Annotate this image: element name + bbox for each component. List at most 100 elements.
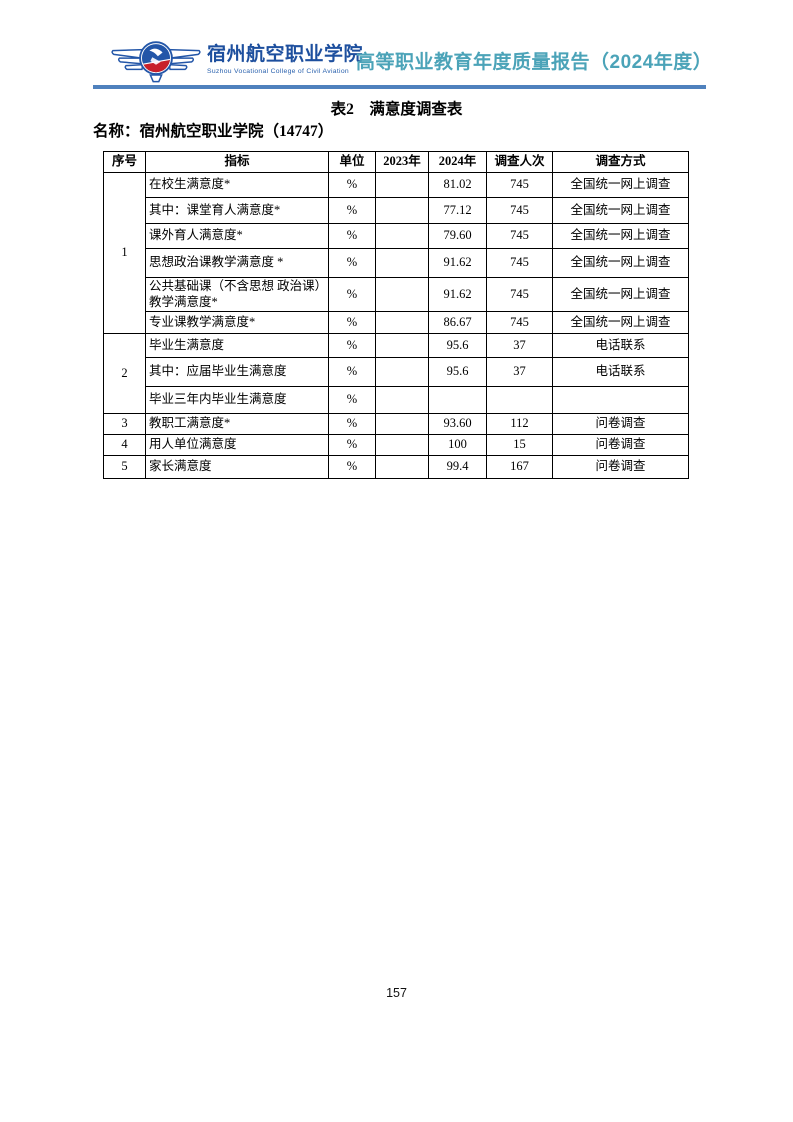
method-cell: 问卷调查 [552,455,689,479]
indicator-cell: 用人单位满意度 [145,434,329,456]
column-header: 单位 [328,151,376,173]
table-header-row: 序号 指标 单位 2023年 2024年 调查人次 调查方式 [103,151,689,173]
y2024-cell: 99.4 [428,455,487,479]
indicator-cell: 毕业三年内毕业生满意度 [145,386,329,414]
seq-cell: 3 [103,413,146,435]
y2024-cell: 77.12 [428,197,487,224]
count-cell: 15 [486,434,553,456]
method-cell: 全国统一网上调查 [552,277,689,312]
method-cell: 全国统一网上调查 [552,248,689,278]
header-brand: 宿州航空职业学院 Suzhou Vocational College of Ci… [111,36,363,84]
y2023-cell [375,455,429,479]
institution-name-line: 名称：宿州航空职业学院（14747） [93,123,334,140]
count-cell: 112 [486,413,553,435]
y2024-cell: 93.60 [428,413,487,435]
indicator-cell: 家长满意度 [145,455,329,479]
unit-cell: % [328,172,376,198]
indicator-cell: 毕业生满意度 [145,333,329,358]
college-name-block: 宿州航空职业学院 Suzhou Vocational College of Ci… [207,44,364,75]
y2023-cell [375,333,429,358]
table-row: 课外育人满意度*% 79.60 745 全国统一网上调查 [104,223,689,249]
method-cell: 全国统一网上调查 [552,197,689,224]
column-header: 2024年 [428,151,487,173]
method-cell: 问卷调查 [552,413,689,435]
table-row: 2 毕业生满意度% 95.6 37 电话联系 [103,333,689,414]
count-cell: 745 [486,248,553,278]
indicator-cell: 其中：应届毕业生满意度 [145,357,329,387]
y2023-cell [375,357,429,387]
indicator-cell: 教职工满意度* [145,413,329,435]
count-cell: 37 [486,333,553,358]
indicator-cell: 在校生满意度* [145,172,329,198]
y2023-cell [375,386,429,414]
unit-cell: % [328,223,376,249]
column-header: 调查人次 [486,151,553,173]
table-row: 5 家长满意度% 99.4 167 问卷调查 [103,455,689,479]
method-cell: 电话联系 [552,333,689,358]
y2023-cell [375,223,429,249]
satisfaction-table: 序号 指标 单位 2023年 2024年 调查人次 调查方式 1 在校生满意度*% 81.02 7… [103,151,689,479]
column-header: 调查方式 [552,151,689,173]
header-rule [93,85,706,89]
indicator-cell: 公共基础课（不含思想 政治课）教学满意度* [145,277,329,312]
y2024-cell: 81.02 [428,172,487,198]
y2023-cell [375,248,429,278]
count-cell: 745 [486,223,553,249]
page-number: 157 [386,986,407,1000]
unit-cell: % [328,434,376,456]
column-header: 指标 [145,151,329,173]
unit-cell: % [328,311,376,334]
report-title: 高等职业教育年度质量报告（2024年度） [356,52,713,73]
column-header: 2023年 [375,151,429,173]
method-cell [552,386,689,414]
y2023-cell [375,197,429,224]
table-row: 专业课教学满意度*% 86.67 745 全国统一网上调查 [104,311,689,334]
satisfaction-table-body: 1 在校生满意度*% 81.02 745 全国统一网上调查 其中：课堂育人满意度*% 77.… [103,172,689,479]
indicator-cell: 思想政治课教学满意度 * [145,248,329,278]
unit-cell: % [328,386,376,414]
y2024-cell: 95.6 [428,357,487,387]
indicator-cell: 专业课教学满意度* [145,311,329,334]
unit-cell: % [328,333,376,358]
column-header: 序号 [103,151,146,173]
table-row: 3 教职工满意度*% 93.60 112 问卷调查 [103,413,689,435]
table-row: 4 用人单位满意度% 100 15 问卷调查 [103,434,689,456]
table-row: 其中：应届毕业生满意度% 95.6 37 电话联系 [104,357,689,387]
table-row: 其中：课堂育人满意度*% 77.12 745 全国统一网上调查 [104,197,689,224]
method-cell: 全国统一网上调查 [552,172,689,198]
method-cell: 问卷调查 [552,434,689,456]
indicator-cell: 课外育人满意度* [145,223,329,249]
table-row: 1 在校生满意度*% 81.02 745 全国统一网上调查 [103,172,689,334]
y2023-cell [375,413,429,435]
count-cell: 167 [486,455,553,479]
y2024-cell: 86.67 [428,311,487,334]
y2024-cell: 100 [428,434,487,456]
seq-cell: 5 [103,455,146,479]
y2024-cell: 91.62 [428,277,487,312]
count-cell: 745 [486,277,553,312]
count-cell [486,386,553,414]
table-caption: 表2 满意度调查表 [330,101,463,118]
unit-cell: % [328,413,376,435]
college-name-zh: 宿州航空职业学院 [207,44,364,66]
college-emblem-icon [111,41,201,83]
count-cell: 37 [486,357,553,387]
unit-cell: % [328,248,376,278]
unit-cell: % [328,277,376,312]
y2023-cell [375,277,429,312]
table-row: 毕业三年内毕业生满意度% [104,386,689,414]
college-name-en: Suzhou Vocational College of Civil Aviat… [207,67,349,75]
y2023-cell [375,434,429,456]
method-cell: 全国统一网上调查 [552,223,689,249]
count-cell: 745 [486,311,553,334]
unit-cell: % [328,357,376,387]
y2024-cell: 91.62 [428,248,487,278]
table-row: 公共基础课（不含思想 政治课）教学满意度*% 91.62 745 全国统一网上调查 [104,277,689,312]
seq-cell: 2 [103,333,146,414]
unit-cell: % [328,455,376,479]
count-cell: 745 [486,172,553,198]
table-row: 思想政治课教学满意度 *% 91.62 745 全国统一网上调查 [104,248,689,278]
unit-cell: % [328,197,376,224]
count-cell: 745 [486,197,553,224]
